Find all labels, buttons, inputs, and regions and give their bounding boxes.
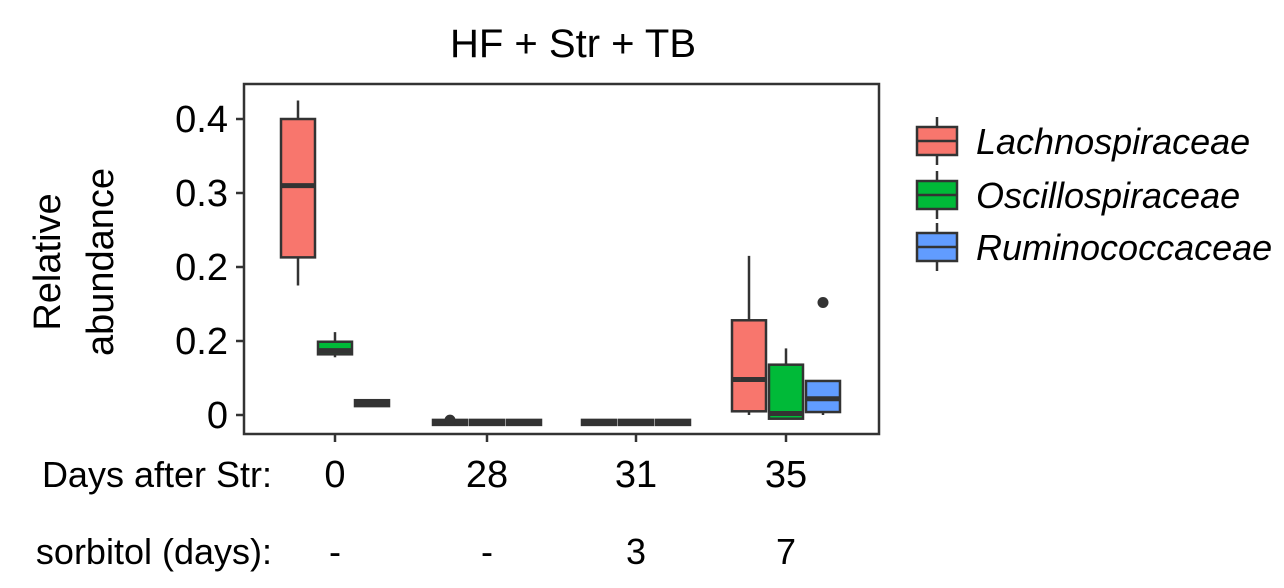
outlier-point bbox=[817, 297, 829, 309]
x-tick-label: 35 bbox=[765, 454, 807, 496]
y-axis-label: Relative abundance bbox=[27, 168, 122, 356]
box-oscillospiraceae-28 bbox=[468, 418, 506, 427]
sorbitol-value: - bbox=[481, 531, 493, 572]
sorbitol-value: 3 bbox=[626, 531, 646, 572]
chart-title: HF + Str + TB bbox=[450, 22, 696, 66]
y-tick-label: 0.4 bbox=[175, 99, 228, 141]
y-tick-label: 0.2 bbox=[175, 321, 228, 363]
box-ruminococcaceae-35 bbox=[804, 297, 842, 415]
days-after-str-label: Days after Str: bbox=[42, 454, 272, 495]
box-ruminococcaceae-31 bbox=[654, 418, 692, 427]
sorbitol-value: 7 bbox=[776, 531, 796, 572]
box-lachnospiraceae-31 bbox=[580, 418, 618, 427]
box-ruminococcaceae-0 bbox=[353, 398, 391, 408]
legend-item-ruminococcaceae: Ruminococcaceae bbox=[915, 223, 1272, 271]
outlier-point bbox=[444, 414, 456, 426]
x-tick-label: 0 bbox=[324, 454, 345, 496]
legend-item-lachnospiraceae: Lachnospiraceae bbox=[915, 117, 1250, 165]
box-lachnospiraceae-35 bbox=[730, 255, 768, 415]
y-axis-label-line-1: Relative bbox=[27, 193, 69, 330]
box-oscillospiraceae-0 bbox=[316, 332, 354, 358]
x-row-labels: Days after Str: sorbitol (days): bbox=[36, 454, 272, 572]
legend: Lachnospiraceae Oscillospiraceae Ruminococ… bbox=[915, 117, 1272, 271]
sorbitol-days-label: sorbitol (days): bbox=[36, 531, 272, 572]
y-tick-label: 0.3 bbox=[175, 173, 228, 215]
box-lachnospiraceae-28 bbox=[431, 414, 469, 427]
legend-label: Lachnospiraceae bbox=[976, 121, 1250, 162]
y-axis: 0 0.2 0.2 0.3 0.4 bbox=[175, 99, 244, 437]
box-body bbox=[279, 117, 317, 259]
sorbitol-values: - - 3 7 bbox=[329, 531, 796, 572]
sorbitol-value: - bbox=[329, 531, 341, 572]
box-oscillospiraceae-35 bbox=[767, 348, 805, 420]
x-axis: 0 28 31 35 bbox=[324, 434, 807, 496]
legend-item-oscillospiraceae: Oscillospiraceae bbox=[915, 171, 1240, 219]
box-ruminococcaceae-28 bbox=[505, 418, 543, 427]
box-lachnospiraceae-0 bbox=[279, 100, 317, 286]
legend-label: Ruminococcaceae bbox=[976, 227, 1272, 268]
box-oscillospiraceae-31 bbox=[617, 418, 655, 427]
x-tick-label: 31 bbox=[615, 454, 657, 496]
panel-border bbox=[242, 82, 881, 436]
y-axis-label-line-2: abundance bbox=[80, 168, 122, 356]
plot-area bbox=[279, 100, 842, 427]
legend-label: Oscillospiraceae bbox=[976, 175, 1240, 216]
y-tick-label: 0 bbox=[207, 395, 228, 437]
box-body bbox=[767, 363, 805, 420]
box-body bbox=[730, 319, 768, 413]
y-tick-label: 0.2 bbox=[175, 247, 228, 289]
x-tick-label: 28 bbox=[466, 454, 508, 496]
